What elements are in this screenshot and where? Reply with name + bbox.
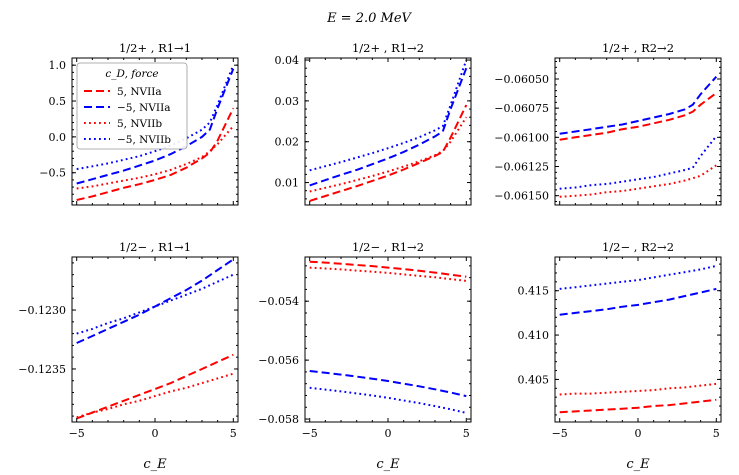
y-tick-label: −0.054	[258, 295, 299, 308]
y-tick-label: −0.5	[39, 167, 66, 180]
panel-2: 0.01 0.02 0.03 0.04 1/2+ , R1→2	[275, 41, 472, 206]
panel-title: 1/2− , R1→2	[352, 240, 424, 254]
y-tick-label: −0.06075	[494, 102, 549, 115]
y-tick-label: 0.01	[275, 177, 300, 190]
y-tick-label: −0.06050	[494, 73, 549, 86]
series-line--5-nviia	[309, 370, 467, 398]
axes-frame	[71, 256, 239, 423]
y-tick-label: 0.04	[275, 54, 300, 67]
panel-4: −5 0 5 −0.1235 −0.1230 1/2− , R1→1	[18, 240, 239, 440]
panel-title: 1/2− , R1→1	[119, 240, 191, 254]
x-tick-label: −5	[302, 427, 318, 440]
y-tick-label: 0.03	[275, 95, 300, 108]
panel-5: −5 0 5 −0.058 −0.056 −0.054 1/2− , R1→2	[258, 240, 472, 440]
legend-label: −5, NVIIb	[117, 134, 171, 146]
y-tick-label: −0.06150	[494, 190, 549, 203]
series-line--5-nviib	[309, 59, 468, 172]
y-tick-label: 0.410	[518, 329, 550, 342]
panel-6: −5 0 5 0.405 0.410 0.415 1/2− , R2→2	[518, 240, 722, 440]
legend-title: c_D, force	[105, 68, 158, 80]
series-line-5-nviia	[309, 260, 467, 278]
series-line--5-nviia	[559, 287, 717, 316]
series-line-5-nviib	[76, 125, 235, 190]
x-axis-label: c_E	[626, 457, 650, 472]
y-tick-label: −0.06125	[494, 161, 549, 174]
y-tick-label: 0.405	[518, 373, 550, 386]
axes-frame	[304, 57, 472, 206]
axes-frame	[304, 256, 472, 423]
series-line--5-nviia	[309, 67, 468, 187]
panel-1: −0.5 0.0 0.5 1.0 1/2+ , R1→1	[39, 41, 239, 206]
series-line-5-nviia	[559, 398, 717, 414]
legend-label: 5, NVIIa	[117, 86, 162, 98]
legend: c_D, force 5, NVIIa −5, NVIIa 5, NVIIb −5, N…	[76, 62, 188, 150]
series-line--5-nviib	[559, 264, 717, 290]
y-tick-label: 0.0	[49, 131, 67, 144]
figure-suptitle: E = 2.0 MeV	[326, 11, 412, 26]
y-tick-label: 0.5	[49, 95, 67, 108]
series-line--5-nviia	[76, 68, 235, 185]
y-tick-label: −0.058	[258, 413, 299, 426]
x-tick-label: −5	[552, 427, 568, 440]
legend-box	[76, 62, 188, 150]
y-tick-label: −0.1230	[18, 304, 66, 317]
series-line-5-nviia	[559, 92, 717, 141]
x-tick-label: 5	[230, 427, 237, 440]
legend-label: −5, NVIIa	[117, 102, 170, 114]
panel-title: 1/2− , R2→2	[602, 240, 674, 254]
y-tick-label: −0.1235	[18, 363, 66, 376]
x-tick-label: 0	[385, 427, 392, 440]
legend-label: 5, NVIIb	[117, 118, 162, 130]
series-line--5-nviib	[76, 64, 235, 171]
y-tick-label: −0.06100	[494, 131, 549, 144]
y-tick-label: 1.0	[49, 59, 67, 72]
axes-frame	[554, 57, 722, 206]
x-tick-label: 0	[635, 427, 642, 440]
series-line--5-nviib	[309, 386, 467, 414]
panel-3: −0.06150 −0.06125 −0.06100 −0.06075 −0.06050…	[494, 41, 722, 206]
y-tick-label: 0.415	[518, 285, 550, 298]
series-line-5-nviia	[76, 353, 234, 420]
y-tick-label: −0.056	[258, 354, 299, 367]
x-axis-label: c_E	[143, 457, 167, 472]
x-tick-label: 0	[152, 427, 159, 440]
series-line-5-nviib	[559, 164, 717, 198]
x-tick-label: 5	[463, 427, 470, 440]
series-line-5-nviib	[309, 116, 468, 193]
series-line-5-nviib	[309, 266, 467, 282]
x-axis-label: c_E	[376, 457, 400, 472]
axes-frame	[554, 256, 722, 423]
series-line--5-nviib	[559, 135, 718, 190]
series-line-5-nviib	[559, 382, 717, 396]
panel-title: 1/2+ , R2→2	[602, 41, 674, 55]
series-line--5-nviia	[76, 258, 234, 344]
x-tick-label: 5	[713, 427, 720, 440]
x-tick-label: −5	[69, 427, 85, 440]
panel-title: 1/2+ , R1→2	[352, 41, 424, 55]
y-tick-label: 0.02	[275, 136, 300, 149]
panel-title: 1/2+ , R1→1	[119, 41, 191, 55]
series-line--5-nviib	[76, 273, 234, 335]
series-line-5-nviia	[309, 104, 468, 202]
series-line-5-nviib	[76, 372, 234, 419]
x-axis-labels: c_E c_E c_E	[143, 457, 650, 472]
panels: −0.5 0.0 0.5 1.0 1/2+ , R1→1 0.01 0.02 0.03 0.04…	[18, 41, 722, 440]
series-line--5-nviia	[559, 76, 718, 135]
